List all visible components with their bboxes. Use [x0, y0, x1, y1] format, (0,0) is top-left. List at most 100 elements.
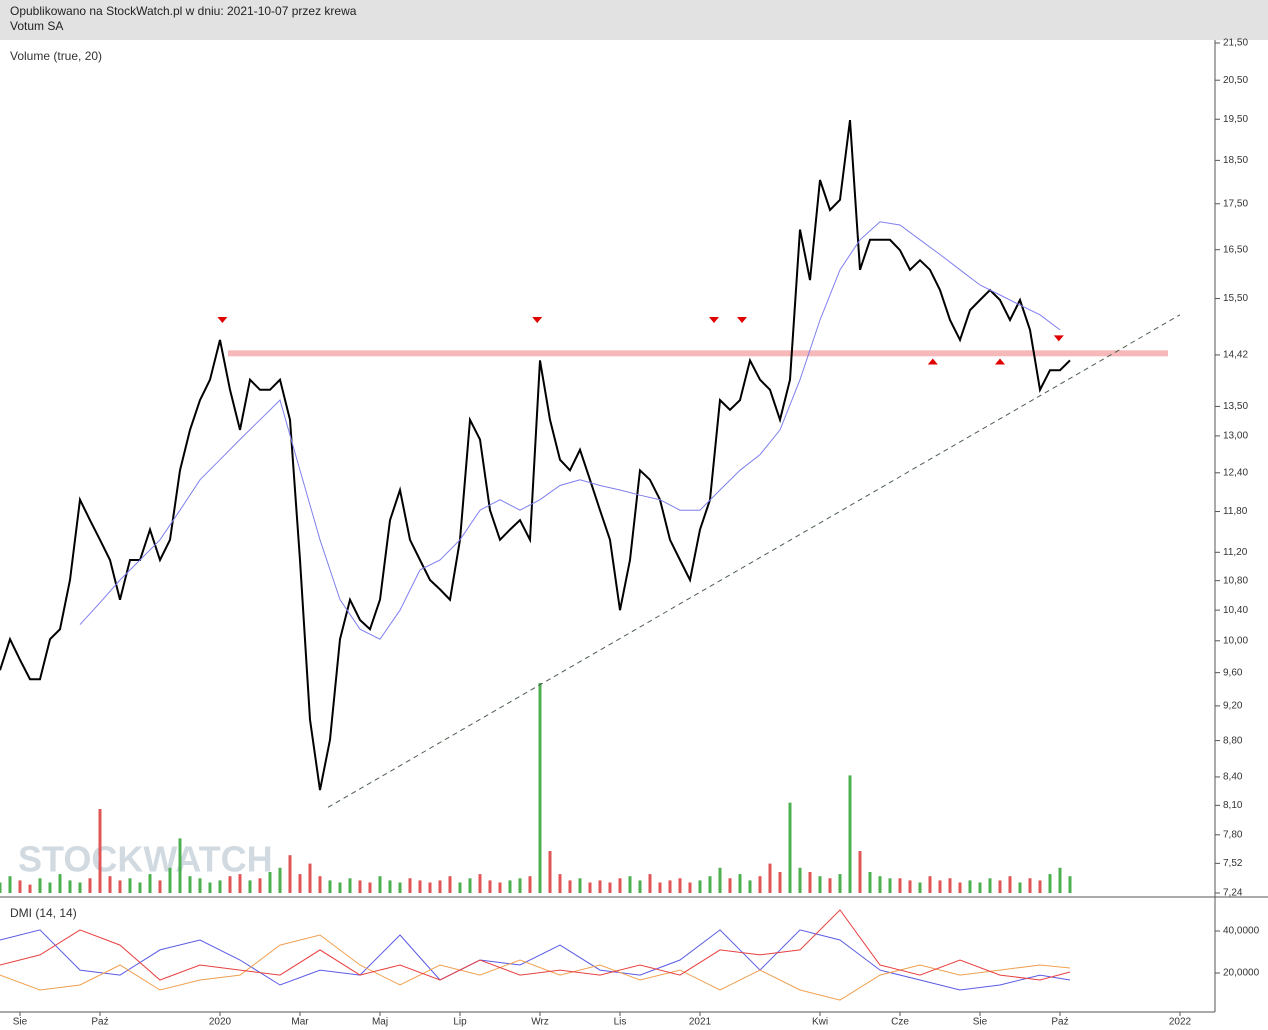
volume-bar — [708, 876, 712, 893]
volume-bar — [1038, 880, 1042, 893]
volume-bar — [258, 878, 262, 893]
y-tick-label: 19,50 — [1223, 114, 1248, 125]
volume-bar — [78, 882, 82, 893]
volume-bar — [1008, 876, 1012, 893]
volume-bar — [628, 876, 632, 893]
volume-bar — [0, 882, 2, 893]
volume-bar — [808, 872, 812, 893]
volume-bar — [378, 876, 382, 893]
y-tick-label: 18,50 — [1223, 155, 1248, 166]
volume-bar — [1048, 874, 1052, 893]
y-tick-label: 9,60 — [1223, 667, 1243, 678]
volume-bar — [878, 876, 882, 893]
volume-bar — [278, 867, 282, 893]
x-tick-label: Sie — [973, 1017, 988, 1028]
x-tick-label: Maj — [372, 1017, 388, 1028]
x-tick-label: Paź — [1051, 1017, 1068, 1028]
volume-bar — [748, 880, 752, 893]
volume-bar — [798, 867, 802, 893]
volume-bar — [568, 880, 572, 893]
volume-bar — [168, 867, 172, 893]
volume-bar — [308, 863, 312, 893]
volume-bar — [188, 876, 192, 893]
volume-bar — [228, 876, 232, 893]
volume-bar — [118, 880, 122, 893]
volume-bar — [218, 880, 222, 893]
volume-bar — [518, 878, 522, 893]
data-line — [0, 929, 1071, 991]
volume-bar — [1058, 867, 1062, 893]
volume-bar — [1018, 882, 1022, 893]
volume-bar — [668, 880, 672, 893]
y-tick-label: 40,0000 — [1223, 926, 1260, 937]
y-tick-label: 11,20 — [1223, 547, 1248, 558]
volume-bar — [788, 802, 792, 893]
data-line — [79, 221, 1061, 640]
volume-bar — [358, 880, 362, 893]
volume-bar — [448, 876, 452, 893]
volume-bar — [778, 872, 782, 893]
volume-bar — [68, 880, 72, 893]
y-tick-label: 8,80 — [1223, 735, 1243, 746]
y-tick-label: 12,40 — [1223, 467, 1248, 478]
volume-bar — [298, 874, 302, 893]
y-tick-label: 21,50 — [1223, 38, 1248, 49]
y-tick-label: 9,20 — [1223, 701, 1243, 712]
volume-bar — [678, 878, 682, 893]
volume-bar — [738, 874, 742, 893]
y-tick-label: 8,40 — [1223, 772, 1243, 783]
volume-bar — [398, 882, 402, 893]
volume-bar — [88, 878, 92, 893]
volume-bar — [558, 874, 562, 893]
watermark: STOCKWATCH — [18, 839, 273, 880]
volume-bar — [868, 872, 872, 893]
volume-bar — [638, 880, 642, 893]
volume-bar — [368, 882, 372, 893]
volume-bar — [28, 884, 32, 893]
volume-bar — [598, 880, 602, 893]
volume-bar — [718, 867, 722, 893]
volume-bar — [198, 878, 202, 893]
y-tick-label: 10,80 — [1223, 575, 1248, 586]
volume-bar — [238, 874, 242, 893]
volume-bar — [908, 880, 912, 893]
trendline — [327, 314, 1181, 808]
signal-marker — [995, 358, 1005, 365]
volume-bar — [208, 882, 212, 893]
signal-marker — [709, 316, 719, 323]
volume-bar — [268, 872, 272, 893]
x-tick-label: Wrz — [531, 1017, 549, 1028]
volume-bar — [408, 878, 412, 893]
volume-bar — [418, 880, 422, 893]
y-tick-label: 16,50 — [1223, 244, 1248, 255]
volume-bar — [478, 874, 482, 893]
y-tick-label: 20,0000 — [1223, 968, 1260, 979]
volume-bar — [438, 880, 442, 893]
volume-bar — [1028, 878, 1032, 893]
volume-bar — [348, 878, 352, 893]
volume-bar — [528, 876, 532, 893]
x-tick-label: 2021 — [689, 1017, 712, 1028]
volume-bar — [998, 880, 1002, 893]
y-tick-label: 7,24 — [1223, 888, 1243, 899]
x-tick-label: Lis — [614, 1017, 627, 1028]
volume-bar — [898, 878, 902, 893]
volume-bar — [508, 880, 512, 893]
volume-bar — [58, 874, 62, 893]
volume-bar — [658, 882, 662, 893]
indicator-label: DMI (14, 14) — [10, 906, 77, 920]
header-line: Votum SA — [10, 19, 63, 33]
volume-bar — [578, 878, 582, 893]
volume-bar — [328, 880, 332, 893]
volume-bar — [968, 880, 972, 893]
volume-bar — [648, 874, 652, 893]
volume-bar — [48, 882, 52, 893]
x-tick-label: Paź — [91, 1017, 108, 1028]
y-tick-label: 14,42 — [1223, 350, 1248, 361]
y-tick-label: 8,10 — [1223, 800, 1243, 811]
volume-bar — [828, 878, 832, 893]
volume-bar — [498, 882, 502, 893]
x-tick-label: Cze — [891, 1017, 909, 1028]
